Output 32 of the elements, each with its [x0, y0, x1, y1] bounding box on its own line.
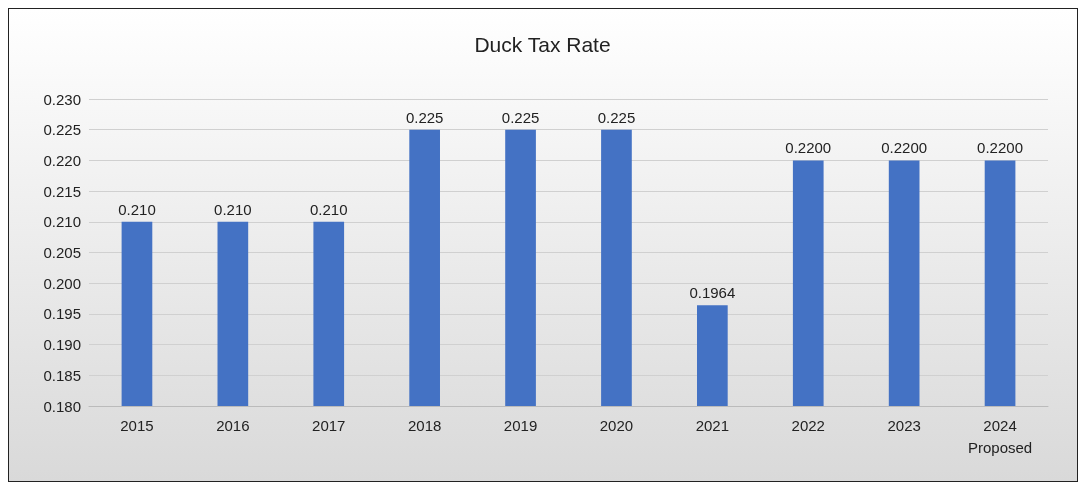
data-label: 0.225: [597, 108, 636, 126]
y-tick-label: 0.200: [43, 274, 81, 292]
x-tick-label: 2024 Proposed: [967, 416, 1033, 456]
x-tick-label: 2016: [216, 416, 250, 434]
x-tick-label: 2022: [791, 416, 825, 434]
chart-title: Duck Tax Rate: [474, 33, 611, 56]
data-label: 0.2200: [977, 139, 1023, 157]
data-label: 0.1964: [689, 284, 736, 302]
x-tick-label: 2015: [120, 416, 154, 434]
x-tick-label: 2023: [887, 416, 921, 434]
data-label: 0.2200: [785, 139, 832, 157]
data-label: 0.210: [118, 200, 156, 218]
y-tick-label: 0.230: [43, 90, 81, 108]
x-tick-label: 2019: [503, 416, 538, 434]
data-label: 0.225: [501, 108, 540, 126]
y-tick-label: 0.180: [43, 397, 81, 415]
data-label: 0.210: [309, 200, 348, 218]
y-tick-label: 0.220: [43, 151, 81, 169]
x-tick-label: 2018: [407, 416, 442, 434]
x-tick-label: 2021: [695, 416, 730, 434]
x-tick-label: 2020: [599, 416, 634, 434]
x-tick-label: 2017: [312, 416, 346, 434]
y-tick-label: 0.225: [43, 121, 81, 139]
y-tick-label: 0.190: [43, 336, 81, 354]
data-label: 0.225: [405, 108, 444, 126]
y-tick-label: 0.185: [43, 366, 81, 384]
data-label: 0.210: [214, 200, 252, 218]
y-tick-label: 0.195: [43, 305, 81, 323]
data-label: 0.2200: [881, 139, 928, 157]
y-tick-label: 0.205: [43, 244, 81, 261]
y-tick-label: 0.215: [43, 182, 81, 200]
y-tick-label: 0.210: [43, 213, 81, 231]
